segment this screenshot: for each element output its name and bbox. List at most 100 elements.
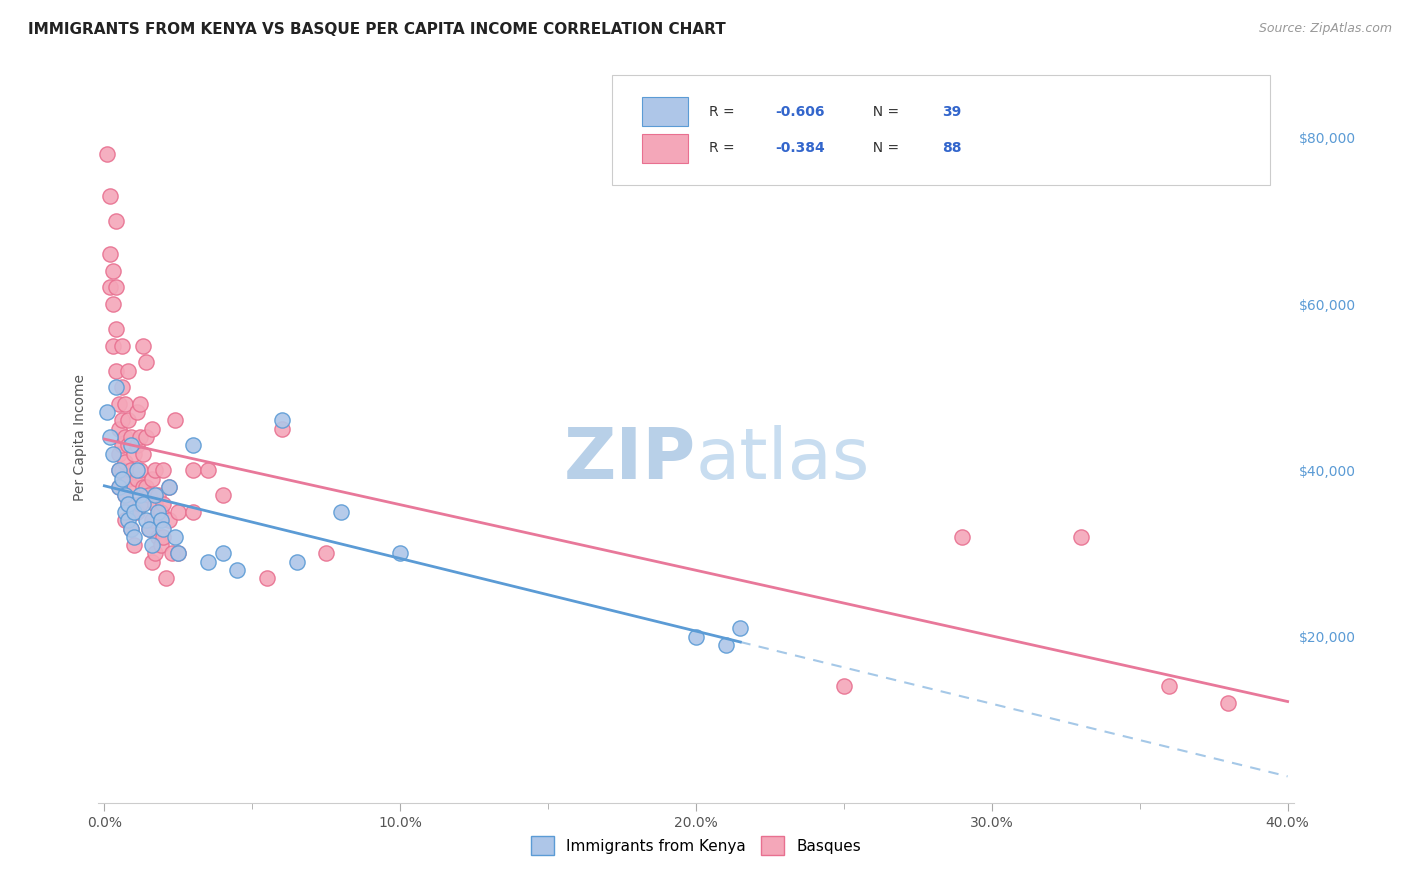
Text: Source: ZipAtlas.com: Source: ZipAtlas.com [1258, 22, 1392, 36]
Point [149, 538, 172, 552]
Text: ZIP: ZIP [564, 425, 696, 493]
Point [141, 422, 163, 436]
Point [111, 413, 134, 427]
Point [141, 555, 163, 569]
Point [108, 480, 131, 494]
Point [108, 463, 131, 477]
Point [111, 380, 134, 394]
Point [132, 447, 155, 461]
Point [98, 280, 121, 294]
Point [117, 497, 139, 511]
Point [125, 472, 148, 486]
Point [114, 397, 136, 411]
Point [120, 521, 142, 535]
Point [117, 513, 139, 527]
Point [98, 430, 121, 444]
Point [96, 147, 118, 161]
Point [125, 405, 148, 419]
Point [120, 438, 142, 452]
Point [157, 480, 180, 494]
Point [197, 555, 219, 569]
Point [122, 538, 145, 552]
Point [120, 497, 142, 511]
Point [128, 488, 150, 502]
Point [122, 505, 145, 519]
Point [114, 513, 136, 527]
Point [146, 505, 169, 519]
Point [96, 405, 118, 419]
Point [114, 505, 136, 519]
Point [132, 338, 155, 352]
Point [98, 189, 121, 203]
Point [111, 472, 134, 486]
Point [270, 413, 292, 427]
Point [165, 530, 187, 544]
Point [1070, 530, 1092, 544]
Point [122, 505, 145, 519]
Bar [643, 134, 688, 163]
Point [111, 338, 134, 352]
Point [270, 422, 292, 436]
Point [128, 497, 150, 511]
Point [162, 546, 184, 560]
Point [256, 571, 278, 585]
Point [138, 521, 160, 535]
Point [143, 497, 166, 511]
Bar [643, 97, 688, 127]
Point [122, 447, 145, 461]
Point [389, 546, 412, 560]
Point [128, 463, 150, 477]
Point [138, 521, 160, 535]
Point [143, 546, 166, 560]
Point [114, 488, 136, 502]
FancyBboxPatch shape [613, 75, 1270, 185]
Point [114, 488, 136, 502]
Point [125, 438, 148, 452]
Point [165, 413, 187, 427]
Point [120, 521, 142, 535]
Point [122, 480, 145, 494]
Point [135, 430, 157, 444]
Text: R =: R = [709, 141, 740, 155]
Point [141, 513, 163, 527]
Point [149, 513, 172, 527]
Point [122, 530, 145, 544]
Point [135, 513, 157, 527]
Legend: Immigrants from Kenya, Basques: Immigrants from Kenya, Basques [524, 830, 868, 861]
Point [315, 546, 337, 560]
Point [141, 472, 163, 486]
Point [117, 438, 139, 452]
Point [108, 463, 131, 477]
Point [111, 438, 134, 452]
Point [181, 463, 204, 477]
Point [108, 397, 131, 411]
Point [211, 546, 233, 560]
Point [950, 530, 973, 544]
Point [114, 455, 136, 469]
Point [103, 447, 125, 461]
Point [132, 480, 155, 494]
Text: -0.384: -0.384 [775, 141, 824, 155]
Point [105, 380, 128, 394]
Point [211, 488, 233, 502]
Point [152, 463, 174, 477]
Point [197, 463, 219, 477]
Point [108, 480, 131, 494]
Point [157, 480, 180, 494]
Point [1159, 680, 1181, 694]
Point [135, 355, 157, 369]
Point [105, 280, 128, 294]
Text: N =: N = [865, 141, 904, 155]
Y-axis label: Per Capita Income: Per Capita Income [73, 374, 87, 500]
Point [117, 413, 139, 427]
Point [226, 563, 249, 577]
Text: atlas: atlas [696, 425, 870, 493]
Point [152, 530, 174, 544]
Point [132, 497, 155, 511]
Point [155, 571, 177, 585]
Point [167, 505, 190, 519]
Point [181, 505, 204, 519]
Point [143, 488, 166, 502]
Point [125, 463, 148, 477]
Point [149, 505, 172, 519]
